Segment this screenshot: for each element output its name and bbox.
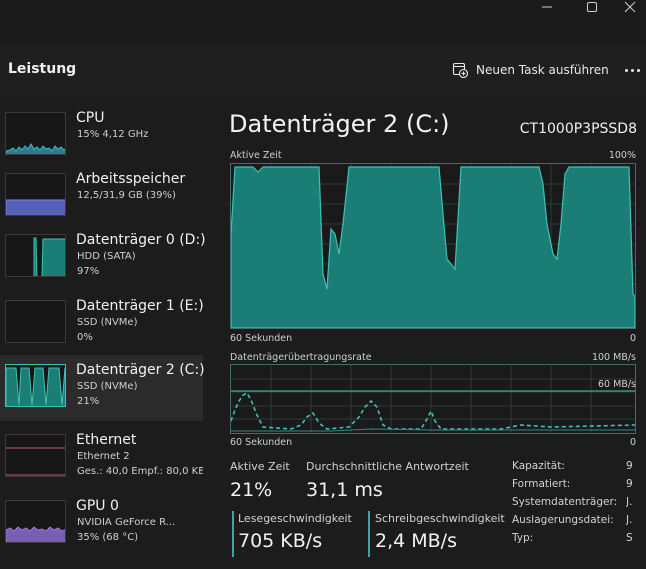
disk-detail-panel: Datenträger 2 (C:) CT1000P3PSSD8 Aktive … (212, 96, 646, 569)
active-time-graph-duration: 60 Sekunden (230, 333, 293, 344)
disk-0-thumbnail-graph (5, 234, 66, 277)
active-time-graph-max: 100% (608, 150, 636, 161)
sidebar-item-name: Datenträger 1 (E:) (76, 298, 204, 314)
formatted-value: 9 (626, 478, 633, 490)
page-header: Leistung Neuen Task ausführen (0, 44, 646, 96)
active-time-stat-label: Aktive Zeit (230, 460, 290, 473)
read-speed-value: 705 KB/s (238, 530, 323, 552)
capacity-value: 9 (626, 460, 633, 472)
type-value: S (626, 532, 633, 544)
active-time-stat-value: 21% (230, 479, 273, 501)
sidebar-item-usage: Ges.: 40,0 Empf.: 80,0 KE (77, 466, 203, 477)
write-speed-accent-bar (368, 511, 370, 557)
pagefile-label: Auslagerungsdatei: (512, 514, 614, 526)
sidebar-item-name: Arbeitsspeicher (76, 171, 186, 187)
close-icon (624, 1, 636, 13)
sidebar-item-disk-2[interactable]: Datenträger 2 (C:) SSD (NVMe) 21% (0, 355, 205, 421)
active-time-area (231, 166, 635, 328)
sidebar-item-usage: 0% (77, 332, 93, 343)
disk-2-thumbnail-graph (5, 364, 66, 407)
read-speed-accent-bar (232, 511, 234, 557)
sidebar-item-cpu[interactable]: CPU 15% 4,12 GHz (0, 106, 203, 166)
sidebar-item-usage: 35% (68 °C) (77, 532, 139, 543)
sidebar-item-gpu-0[interactable]: GPU 0 NVIDIA GeForce R... 35% (68 °C) (0, 494, 203, 554)
sidebar-item-name: GPU 0 (76, 498, 119, 514)
system-disk-label: Systemdatenträger: (512, 496, 618, 508)
sidebar-item-detail: HDD (SATA) (77, 251, 136, 262)
device-sidebar: CPU 15% 4,12 GHz Arbeitsspeicher 12,5/31… (0, 106, 212, 569)
write-rate-line (231, 391, 635, 430)
sidebar-item-detail: SSD (NVMe) (77, 317, 138, 328)
transfer-rate-marker-label: 60 MB/s (598, 379, 636, 390)
write-speed-label: Schreibgeschwindigkeit (375, 512, 505, 525)
system-disk-value: J. (626, 496, 633, 508)
close-button[interactable] (614, 0, 646, 14)
type-label: Typ: (512, 532, 534, 544)
sidebar-item-disk-1[interactable]: Datenträger 1 (E:) SSD (NVMe) 0% (0, 294, 204, 354)
pagefile-value: J. (626, 514, 633, 526)
active-time-graph-svg (231, 164, 635, 328)
sidebar-item-usage: 21% (77, 396, 100, 407)
ethernet-thumbnail-graph (5, 434, 66, 477)
cpu-thumbnail-graph (5, 112, 66, 155)
sidebar-item-name: Datenträger 0 (D:) (76, 232, 206, 248)
sidebar-item-ethernet[interactable]: Ethernet Ethernet 2 Ges.: 40,0 Empf.: 80… (0, 428, 203, 488)
active-time-graph-label: Aktive Zeit (230, 150, 282, 161)
sidebar-item-detail: 15% 4,12 GHz (77, 129, 149, 140)
read-speed-label: Lesegeschwindigkeit (238, 512, 352, 525)
sidebar-item-detail: NVIDIA GeForce R... (77, 517, 176, 528)
more-options-button[interactable] (622, 62, 642, 78)
memory-thumbnail-graph (5, 173, 66, 216)
more-dot-icon (636, 68, 640, 72)
active-time-graph-min: 0 (629, 333, 636, 344)
formatted-label: Formatiert: (512, 478, 571, 490)
response-time-stat-value: 31,1 ms (306, 479, 383, 501)
response-time-stat-label: Durchschnittliche Antwortzeit (306, 460, 469, 473)
sidebar-item-disk-0[interactable]: Datenträger 0 (D:) HDD (SATA) 97% (0, 228, 206, 288)
sidebar-item-detail: SSD (NVMe) (77, 381, 138, 392)
sidebar-item-name: Ethernet (76, 432, 137, 448)
page-title: Leistung (8, 61, 77, 77)
write-speed-value: 2,4 MB/s (375, 530, 457, 552)
sidebar-item-detail: 12,5/31,9 GB (39%) (77, 190, 176, 201)
transfer-rate-graph-duration: 60 Sekunden (230, 437, 293, 448)
read-rate-line (231, 428, 635, 432)
maximize-icon (587, 2, 597, 12)
sidebar-item-memory[interactable]: Arbeitsspeicher 12,5/31,9 GB (39%) (0, 167, 203, 227)
maximize-button[interactable] (569, 0, 615, 14)
transfer-rate-graph-label: Datenträgerübertragungsrate (230, 352, 372, 363)
more-dot-icon (624, 68, 628, 72)
sidebar-item-detail: Ethernet 2 (77, 451, 130, 462)
minimize-button[interactable] (524, 0, 570, 14)
more-dot-icon (630, 68, 634, 72)
transfer-rate-graph (230, 364, 636, 434)
disk-title: Datenträger 2 (C:) (229, 110, 450, 138)
new-task-icon (452, 62, 468, 78)
sidebar-item-usage: 97% (77, 266, 100, 277)
run-new-task-label: Neuen Task ausführen (476, 63, 609, 77)
disk-model: CT1000P3PSSD8 (519, 121, 637, 137)
transfer-rate-graph-max: 100 MB/s (591, 352, 636, 363)
gpu-0-thumbnail-graph (5, 500, 66, 543)
minimize-icon (542, 6, 552, 8)
disk-1-thumbnail-graph (5, 300, 66, 343)
window-titlebar (0, 0, 646, 44)
sidebar-item-name: Datenträger 2 (C:) (76, 362, 205, 378)
transfer-rate-graph-min: 0 (629, 437, 636, 448)
transfer-rate-graph-svg (231, 365, 635, 433)
run-new-task-button[interactable]: Neuen Task ausführen (452, 60, 609, 80)
capacity-label: Kapazität: (512, 460, 565, 472)
sidebar-item-name: CPU (76, 110, 105, 126)
active-time-graph (230, 163, 636, 329)
